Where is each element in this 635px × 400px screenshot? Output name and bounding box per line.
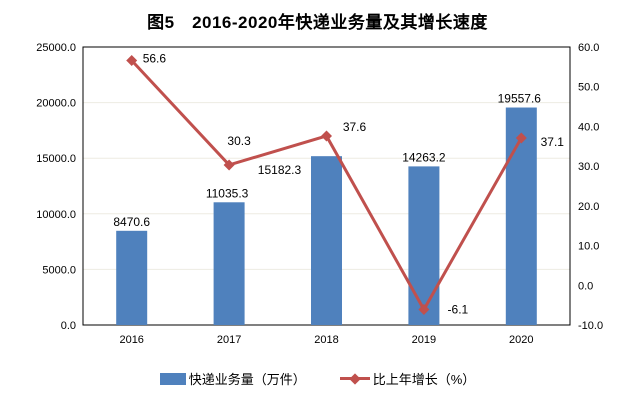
left-axis-tick-label: 15000.0 xyxy=(36,153,76,165)
line-value-label: 37.1 xyxy=(541,135,565,149)
right-axis-tick-label: 30.0 xyxy=(578,161,599,173)
x-axis-label: 2017 xyxy=(217,334,241,346)
x-axis-label: 2018 xyxy=(314,334,338,346)
line-value-label: 30.3 xyxy=(227,134,251,148)
right-axis-tick-label: 50.0 xyxy=(578,82,599,94)
right-axis-tick-label: 0.0 xyxy=(578,280,593,292)
legend-label-volume: 快递业务量（万件） xyxy=(188,372,306,387)
legend-label-growth: 比上年增长（%） xyxy=(372,372,476,387)
right-axis-tick-label: 10.0 xyxy=(578,241,599,253)
bar xyxy=(311,156,342,325)
bar-value-label: 8470.6 xyxy=(113,215,150,229)
line-marker-diamond xyxy=(126,55,138,67)
right-axis-tick-label: -10.0 xyxy=(578,320,603,332)
chart-canvas: 0.0 5000.0 10000.0 15000.0 20000.0 25000.0 -10… xyxy=(36,42,603,346)
bar xyxy=(408,166,440,325)
bar-value-label: 11035.3 xyxy=(206,186,249,200)
line-value-label: -6.1 xyxy=(448,303,469,317)
legend-item-volume: 快递业务量（万件） xyxy=(159,369,306,388)
bar xyxy=(213,202,245,325)
bar-value-label: 15182.3 xyxy=(258,163,302,177)
bar-series-swatch xyxy=(159,372,186,385)
line-value-label: 37.6 xyxy=(343,120,367,134)
left-axis-tick-label: 0.0 xyxy=(61,320,76,332)
x-axis-label: 2016 xyxy=(119,334,143,346)
left-axis-tick-label: 5000.0 xyxy=(42,264,76,276)
line-marker-diamond xyxy=(321,130,332,142)
x-axis-label: 2019 xyxy=(412,334,436,346)
x-axis-label: 2020 xyxy=(509,334,533,346)
line-marker-diamond xyxy=(223,159,235,171)
line-marker-diamond xyxy=(515,132,527,144)
bar xyxy=(505,107,537,325)
left-axis-tick-label: 10000.0 xyxy=(36,209,76,221)
bar-value-label: 19557.6 xyxy=(498,92,542,106)
right-axis-tick-label: 20.0 xyxy=(578,201,599,213)
right-axis-tick-label: 40.0 xyxy=(578,121,599,133)
bar-value-label: 14263.2 xyxy=(402,150,446,164)
left-axis-tick-label: 25000.0 xyxy=(36,42,76,54)
line-value-label: 56.6 xyxy=(143,52,167,66)
bar xyxy=(116,230,148,325)
left-axis-tick-label: 20000.0 xyxy=(36,98,76,110)
chart-legend: 快递业务量（万件） 比上年增长（%） xyxy=(0,369,635,388)
right-axis-tick-label: 60.0 xyxy=(578,42,599,54)
line-marker-diamond xyxy=(418,304,430,316)
line-series-swatch xyxy=(339,372,370,385)
diamond-marker-icon xyxy=(349,372,361,385)
legend-item-growth: 比上年增长（%） xyxy=(339,369,476,388)
chart-title: 图5 2016-2020年快递业务量及其增长速度 xyxy=(147,13,488,32)
